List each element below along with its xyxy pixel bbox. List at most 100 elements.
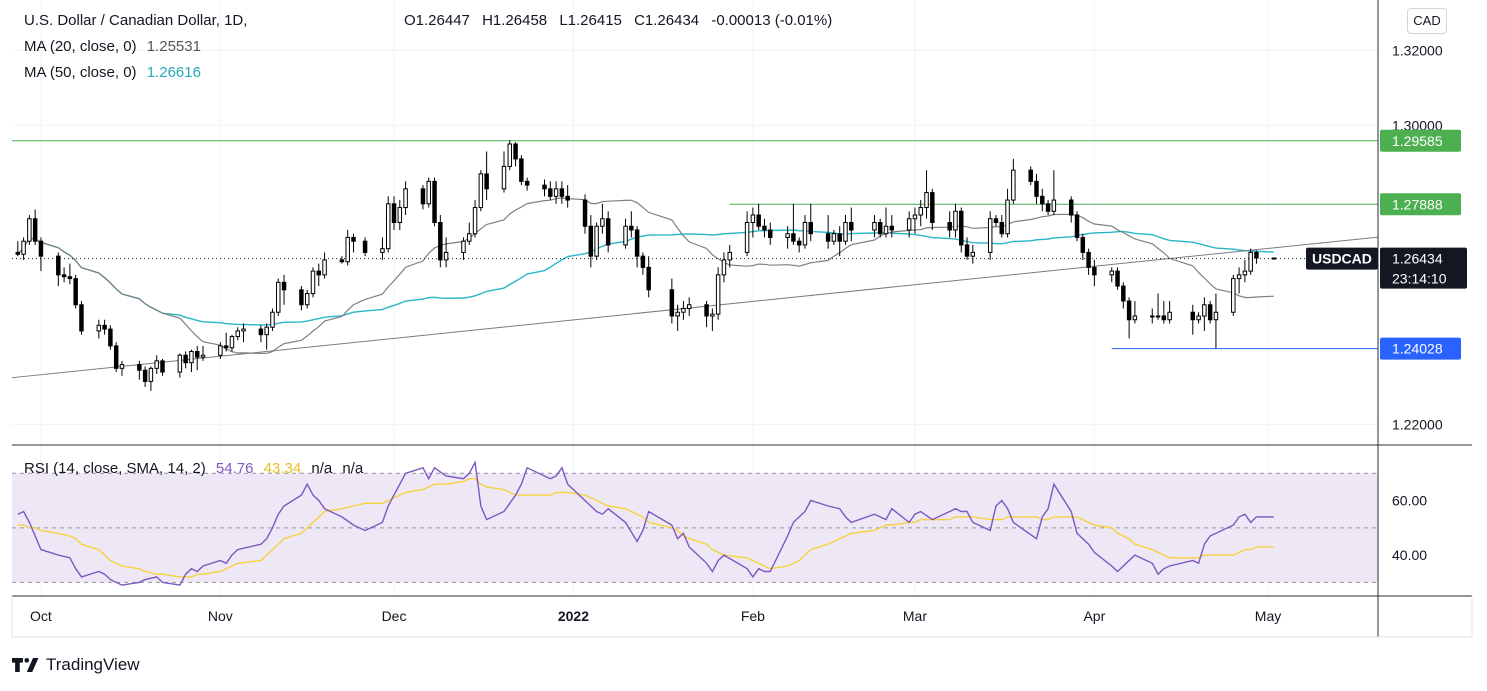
candle: [796, 237, 802, 253]
candle: [1213, 293, 1219, 349]
candle: [96, 319, 102, 339]
price-tick-label: 1.30000: [1392, 117, 1443, 133]
ma50-value: 1.26616: [146, 64, 201, 81]
candle: [756, 203, 761, 230]
time-tick-label: Feb: [741, 608, 765, 624]
candle-body: [796, 240, 802, 246]
candle: [1028, 166, 1033, 186]
symbol-tag-label: USDCAD: [1312, 251, 1372, 267]
candle-body: [426, 180, 431, 205]
candle-body: [1254, 251, 1259, 259]
candle-body: [73, 278, 78, 306]
candle-body: [762, 225, 767, 231]
candle: [837, 226, 842, 257]
candle-body: [235, 330, 240, 338]
candle-body: [351, 236, 356, 242]
candle: [478, 170, 484, 212]
candle-body: [345, 236, 350, 263]
candle-body: [403, 188, 408, 209]
ohlc-change: -0.00013 (-0.01%): [711, 12, 833, 29]
candle: [467, 222, 472, 245]
candle: [200, 345, 206, 361]
candle-body: [987, 218, 993, 253]
candle: [906, 211, 912, 238]
candle-body: [467, 233, 472, 242]
candle: [883, 207, 889, 238]
candle: [1161, 301, 1167, 324]
candle-body: [953, 210, 958, 231]
candle-body: [61, 274, 67, 278]
candle: [1045, 200, 1051, 216]
key-level-tag-bg: [1380, 193, 1461, 216]
candle-body: [924, 192, 929, 209]
ma50-legend[interactable]: MA (50, close, 0) 1.26616: [24, 64, 201, 81]
candle: [322, 252, 327, 279]
candle: [461, 237, 466, 260]
candle-body: [686, 304, 692, 310]
candle-body: [947, 222, 952, 231]
candle: [484, 151, 489, 201]
candle-body: [1207, 304, 1213, 321]
candle-body: [478, 173, 484, 209]
candle-body: [472, 207, 478, 235]
candle-body: [258, 328, 264, 336]
candle-body: [727, 251, 732, 261]
candle-body: [362, 240, 368, 253]
candle-body: [316, 270, 322, 276]
candle-body: [999, 222, 1005, 235]
candle-body: [634, 229, 640, 257]
candle-body: [744, 222, 750, 253]
candle: [235, 327, 240, 341]
ohlc-readout: O1.26447 H1.26458 L1.26415 C1.26434 -0.0…: [404, 12, 840, 29]
candle-body: [391, 203, 397, 223]
candle: [137, 360, 142, 380]
candle: [1150, 308, 1155, 324]
candle-body: [993, 218, 999, 223]
candle: [148, 366, 154, 391]
candle: [160, 358, 165, 376]
ohlc-open: O1.26447: [404, 12, 470, 29]
rsi-sma-value: 43.34: [263, 460, 302, 477]
currency-button[interactable]: CAD: [1407, 8, 1447, 34]
candle-body: [1213, 311, 1219, 321]
candle: [73, 274, 78, 309]
candle-body: [1086, 251, 1091, 268]
last-price-tag-bg: [1380, 247, 1467, 289]
rsi-legend[interactable]: RSI (14, close, SMA, 14, 2) 54.76 43.34 …: [24, 460, 369, 477]
candle: [391, 196, 397, 230]
candle-body: [721, 259, 727, 276]
candle: [710, 308, 715, 331]
candle: [1005, 188, 1010, 238]
candle: [403, 181, 408, 216]
candle: [629, 211, 634, 238]
candle-body: [56, 255, 61, 276]
symbol-title-text: U.S. Dollar / Canadian Dollar, 1D,: [24, 12, 248, 29]
candle: [276, 278, 281, 316]
symbol-tag-bg: [1306, 247, 1378, 270]
candle-body: [1080, 236, 1086, 253]
ma20-legend[interactable]: MA (20, close, 0) 1.25531: [24, 38, 201, 55]
candle: [154, 355, 159, 374]
candle-body: [276, 281, 281, 313]
candle-body: [791, 233, 796, 242]
candle-body: [785, 233, 790, 238]
candle-body: [484, 173, 489, 190]
tradingview-logo[interactable]: TradingView: [12, 655, 140, 675]
candle-body: [629, 225, 634, 231]
candle: [849, 207, 854, 242]
candle: [513, 142, 518, 167]
candlestick-series: [15, 140, 1277, 391]
candle-body: [21, 240, 26, 255]
candle-body: [281, 281, 287, 291]
candle: [1254, 250, 1259, 264]
time-tick-label: Mar: [903, 608, 927, 624]
candle: [501, 151, 507, 193]
candle: [310, 267, 316, 298]
candle: [21, 237, 26, 260]
candle-body: [160, 360, 165, 373]
rsi-na-2: n/a: [342, 460, 364, 477]
candle-body: [148, 367, 154, 382]
candle: [1132, 301, 1138, 324]
candle: [270, 308, 275, 331]
